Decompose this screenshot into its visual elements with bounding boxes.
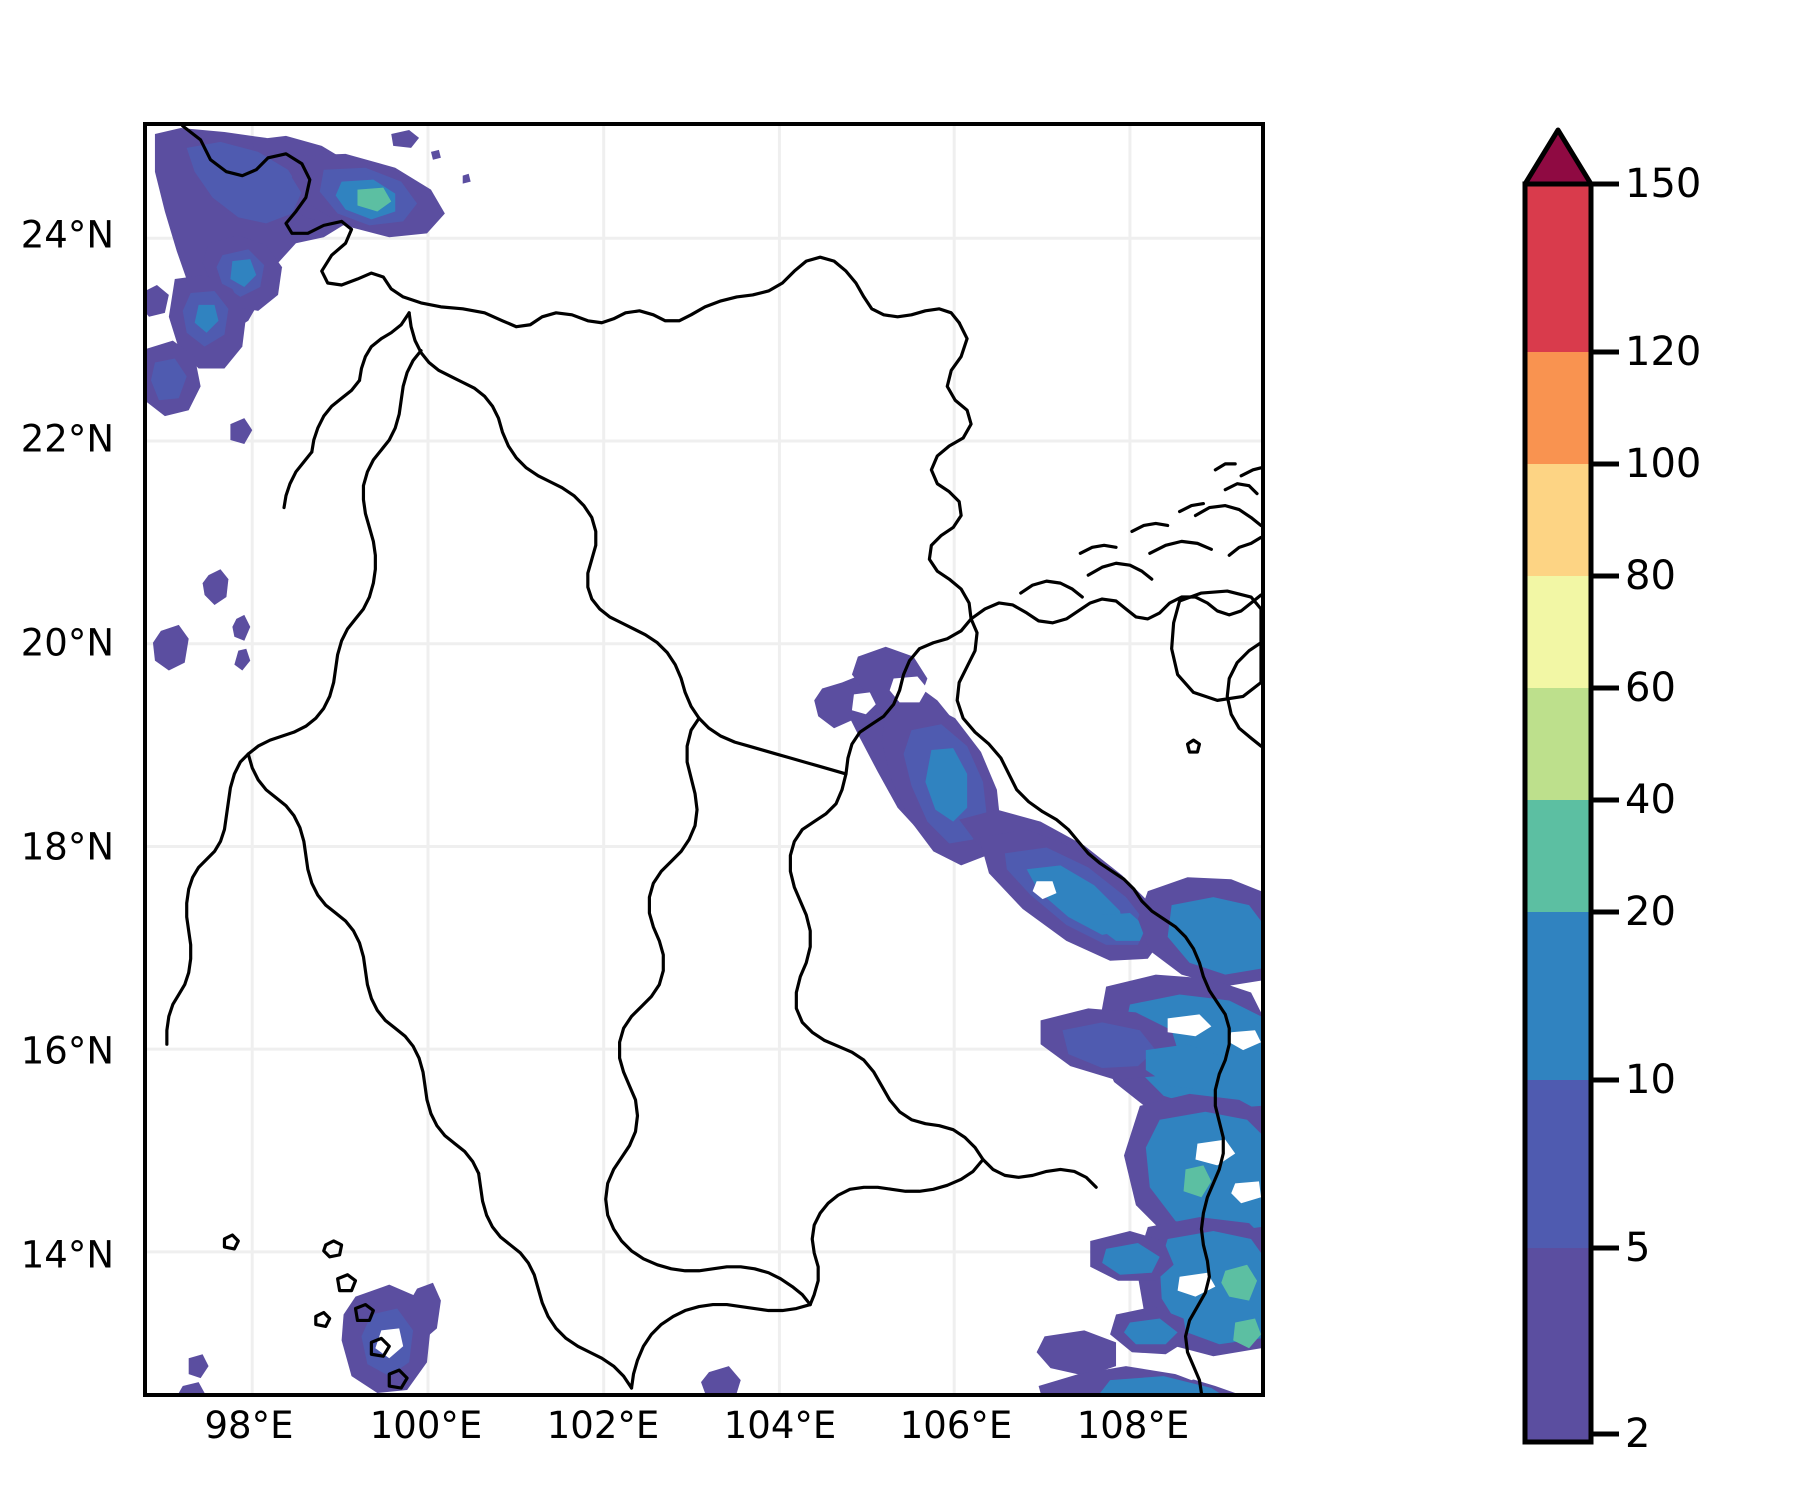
xtick-102E: 102°E (546, 1404, 660, 1447)
colorbar-band-120-150 (1525, 184, 1591, 352)
cbar-tick-150: 150 (1625, 161, 1702, 207)
colorbar-band-5-10 (1525, 1080, 1591, 1248)
coastlines-and-borders (165, 126, 1261, 1393)
cbar-tick-120: 120 (1625, 329, 1702, 375)
ytick-24N: 24°N (20, 213, 114, 257)
xtick-100E: 100°E (369, 1404, 483, 1447)
colorbar-band-40-60 (1525, 688, 1591, 800)
map-plot-area (143, 122, 1265, 1397)
xtick-106E: 106°E (899, 1404, 1013, 1447)
ytick-14N: 14°N (20, 1233, 114, 1277)
gridlines (147, 126, 1261, 1393)
ytick-22N: 22°N (20, 417, 114, 461)
precip-gulf-spots (178, 1282, 741, 1393)
cbar-tick-20: 20 (1625, 889, 1676, 935)
precip-northwest (147, 127, 471, 444)
cbar-tick-5: 5 (1625, 1225, 1651, 1271)
cbar-tick-40: 40 (1625, 777, 1676, 823)
precip-south-central-coast (1036, 1093, 1261, 1393)
colorbar-band-2-5 (1525, 1248, 1591, 1442)
colorbar-band-10-20 (1525, 912, 1591, 1080)
xtick-108E: 108°E (1076, 1404, 1190, 1447)
ytick-18N: 18°N (20, 825, 114, 869)
colorbar (1522, 122, 1619, 1445)
colorbar-tick-labels: 150 120 100 80 60 40 20 10 5 2 (1625, 122, 1795, 1457)
colorbar-band-60-80 (1525, 576, 1591, 688)
cbar-tick-2: 2 (1625, 1411, 1651, 1457)
precip-west-spots (152, 569, 251, 671)
colorbar-ticks (1591, 181, 1619, 1437)
latitude-axis-labels: 24°N 22°N 20°N 18°N 16°N 14°N (0, 122, 128, 1397)
colorbar-band-80-100 (1525, 464, 1591, 576)
precip-vietnam-coast-mid (959, 809, 1164, 961)
ytick-16N: 16°N (20, 1029, 114, 1073)
colorbar-canvas (1522, 127, 1619, 1445)
map-canvas (147, 126, 1261, 1393)
longitude-axis-labels: 98°E 100°E 102°E 104°E 106°E 108°E (143, 1404, 1265, 1464)
cbar-tick-100: 100 (1625, 441, 1702, 487)
cbar-tick-10: 10 (1625, 1057, 1676, 1103)
colorbar-outline (1522, 181, 1594, 1445)
colorbar-band-100-120 (1525, 352, 1591, 464)
cbar-tick-80: 80 (1625, 553, 1676, 599)
cbar-tick-60: 60 (1625, 665, 1676, 711)
ytick-20N: 20°N (20, 621, 114, 665)
colorbar-extend-arrow (1522, 127, 1594, 187)
xtick-104E: 104°E (723, 1404, 837, 1447)
colorbar-band-20-40 (1525, 800, 1591, 912)
xtick-98E: 98°E (204, 1404, 294, 1447)
